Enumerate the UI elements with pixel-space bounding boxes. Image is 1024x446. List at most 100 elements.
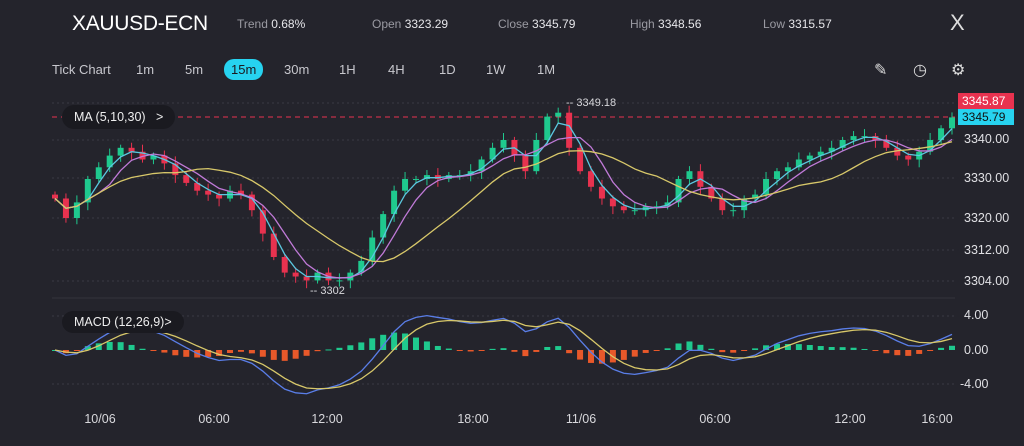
candle-down (52, 194, 58, 199)
candle-up (555, 112, 562, 117)
candle-down (139, 151, 146, 160)
macd-histogram-bar (566, 350, 573, 354)
macd-histogram-bar (237, 350, 244, 352)
candle-up (489, 147, 496, 160)
tab-5m[interactable]: 5m (185, 62, 204, 77)
macd-histogram-bar (686, 341, 693, 350)
price-tick: 3330.00 (964, 171, 1010, 185)
candle-up (391, 190, 398, 215)
candle-down (905, 155, 912, 160)
macd-histogram-bar (620, 350, 627, 360)
tab-tick-chart[interactable]: Tick Chart (52, 62, 111, 77)
macd-histogram-bar (139, 348, 146, 350)
macd-histogram-bar (292, 350, 299, 359)
tab-1d[interactable]: 1D (439, 62, 456, 77)
macd-histogram-bar (183, 350, 190, 357)
candle-up (686, 171, 693, 179)
macd-histogram-bar (916, 350, 923, 354)
time-tick: 16:00 (921, 412, 953, 426)
macd-histogram-bar (752, 348, 759, 350)
tab-1h[interactable]: 1H (339, 62, 356, 77)
macd-histogram-bar (938, 347, 945, 350)
macd-histogram-bar (248, 350, 255, 354)
macd-histogram-bar (730, 350, 737, 353)
candle-up (478, 159, 485, 172)
candle-up (850, 136, 857, 140)
candle-up (456, 175, 463, 177)
candle-down (183, 175, 190, 183)
candle-up (861, 136, 868, 138)
macd-histogram-bar (270, 350, 277, 360)
macd-histogram-bar (511, 350, 518, 352)
candle-up (84, 179, 91, 203)
macd-histogram-bar (467, 350, 474, 352)
tab-4h[interactable]: 4H (388, 62, 405, 77)
macd-histogram-bar (150, 350, 157, 351)
candle-up (358, 260, 365, 273)
macd-histogram-bar (95, 343, 102, 350)
macd-histogram-bar (434, 345, 441, 350)
tab-1m[interactable]: 1m (136, 62, 155, 77)
time-tick: 12:00 (834, 412, 866, 426)
macd-histogram-bar (653, 350, 660, 351)
candle-down (598, 186, 605, 199)
macd-histogram-bar (861, 348, 868, 350)
candle-down (172, 163, 179, 176)
settings-icon[interactable]: ⚙ (951, 62, 966, 79)
candle-up (106, 155, 113, 168)
candle-down (588, 171, 595, 187)
macd-indicator-button[interactable]: MACD (12,26,9)> (62, 311, 184, 333)
macd-histogram-bar (172, 350, 179, 356)
macd-histogram-bar (391, 332, 398, 350)
candle-up (336, 280, 343, 282)
candle-down (194, 182, 201, 191)
candle-down (281, 257, 288, 273)
tab-1m-month[interactable]: 1M (537, 62, 556, 77)
macd-histogram-bar (161, 350, 168, 353)
candle-down (719, 198, 726, 211)
macd-histogram-bar (555, 346, 562, 350)
macd-tick: 0.00 (964, 343, 989, 357)
candle-down (292, 272, 299, 277)
macd-histogram-bar (84, 346, 91, 350)
macd-histogram-bar (773, 343, 780, 350)
time-tick: 06:00 (198, 412, 230, 426)
macd-histogram-bar (314, 350, 321, 352)
macd-histogram-bar (281, 350, 288, 361)
tab-30m[interactable]: 30m (284, 62, 310, 77)
candle-down (237, 190, 244, 195)
symbol-title: XAUUSD-ECN (72, 12, 208, 35)
candle-up (730, 210, 737, 212)
ma-indicator-button[interactable]: MA (5,10,30) > (62, 105, 176, 129)
candle-up (347, 272, 354, 281)
tab-1w[interactable]: 1W (486, 62, 506, 77)
pencil-icon[interactable]: ✎ (874, 62, 888, 79)
macd-histogram-bar (664, 348, 671, 350)
timer-icon[interactable]: ◷ (913, 62, 927, 79)
candle-up (150, 155, 157, 160)
macd-histogram-bar (303, 350, 310, 356)
macd-histogram-bar (358, 342, 365, 350)
macd-histogram-bar (456, 350, 463, 351)
candle-up (369, 237, 376, 261)
tab-15m[interactable]: 15m (224, 59, 264, 80)
ma10-line (54, 137, 953, 279)
macd-histogram-bar (369, 338, 376, 350)
candle-up (938, 128, 945, 140)
macd-histogram-bar (205, 350, 212, 357)
macd-histogram-bar (544, 346, 551, 350)
candle-down (894, 147, 901, 156)
macd-histogram-bar (489, 348, 496, 350)
macd-histogram-bar (927, 350, 934, 351)
close-icon[interactable]: X (950, 10, 965, 35)
price-tick: 3304.00 (964, 274, 1010, 288)
macd-histogram-bar (719, 350, 726, 353)
price-tick: 3320.00 (964, 211, 1010, 225)
macd-histogram-bar (227, 350, 234, 353)
candle-up (795, 159, 802, 168)
macd-histogram-bar (850, 347, 857, 350)
candle-up (784, 167, 791, 172)
open-stat: Open 3323.29 (372, 17, 449, 31)
price-tick: 3312.00 (964, 243, 1010, 257)
